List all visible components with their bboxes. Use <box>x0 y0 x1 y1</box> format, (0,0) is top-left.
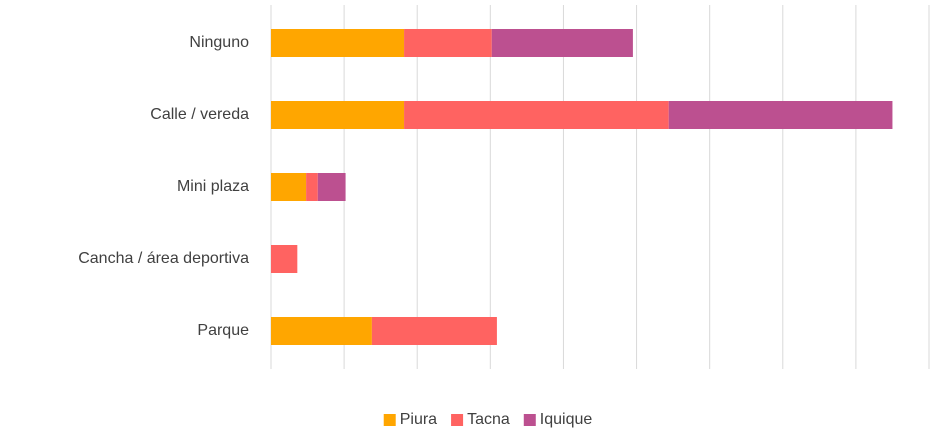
legend-swatch <box>523 414 536 426</box>
bar-segment <box>404 29 492 57</box>
bar-segment <box>491 29 633 57</box>
bar-segment <box>271 29 405 57</box>
legend-label: Tacna <box>467 411 510 428</box>
bar-segment <box>317 173 346 201</box>
y-tick-label: Ninguno <box>189 34 249 51</box>
bar-segment <box>271 173 307 201</box>
legend-swatch <box>383 414 396 426</box>
legend-label: Piura <box>400 411 437 428</box>
bar-segment <box>371 317 497 345</box>
bar-segment <box>404 101 669 129</box>
legend-label: Iquique <box>540 411 593 428</box>
y-tick-label: Calle / vereda <box>150 106 249 123</box>
y-tick-label: Parque <box>197 322 249 339</box>
bar-segment <box>306 173 318 201</box>
legend-swatch <box>451 414 464 426</box>
bar-segment <box>271 101 405 129</box>
y-tick-label: Mini plaza <box>177 178 249 195</box>
bar-segment <box>271 317 372 345</box>
y-tick-label: Cancha / área deportiva <box>78 250 249 267</box>
bar-segment <box>271 245 298 273</box>
bar-segment <box>668 101 893 129</box>
